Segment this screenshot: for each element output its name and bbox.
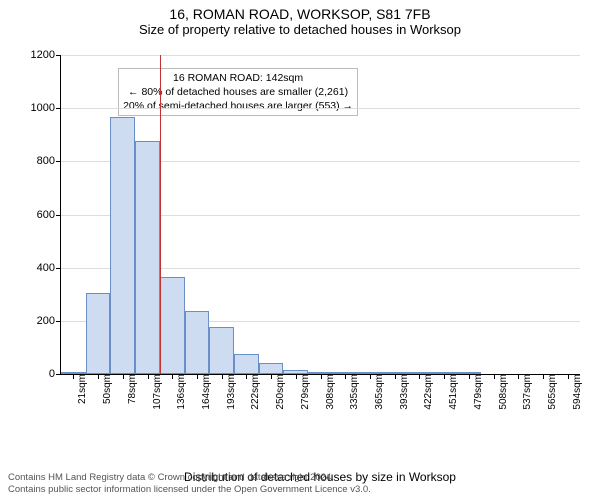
plot-area: Number of detached properties 16 ROMAN R… — [60, 55, 580, 375]
ytick-label: 0 — [49, 368, 61, 380]
xtick-label: 279sqm — [296, 374, 311, 410]
page-title: 16, ROMAN ROAD, WORKSOP, S81 7FB — [0, 0, 600, 22]
ytick-label: 1200 — [31, 49, 61, 61]
xtick-label: 422sqm — [419, 374, 434, 410]
xtick-label: 78sqm — [123, 374, 138, 404]
xtick-label: 50sqm — [98, 374, 113, 404]
xtick-label: 508sqm — [494, 374, 509, 410]
xtick-label: 537sqm — [518, 374, 533, 410]
ytick-label: 200 — [37, 315, 61, 327]
annotation-line1: 16 ROMAN ROAD: 142sqm — [123, 71, 353, 85]
xtick-label: 479sqm — [469, 374, 484, 410]
ytick-label: 400 — [37, 262, 61, 274]
histogram-bar — [234, 354, 259, 374]
histogram-bar — [110, 117, 135, 374]
xtick-label: 365sqm — [370, 374, 385, 410]
footer: Contains HM Land Registry data © Crown c… — [8, 472, 371, 496]
xtick-label: 565sqm — [543, 374, 558, 410]
histogram-bar — [209, 327, 234, 374]
xtick-label: 107sqm — [148, 374, 163, 410]
histogram-bar — [86, 293, 111, 374]
footer-line1: Contains HM Land Registry data © Crown c… — [8, 472, 371, 484]
ytick-label: 1000 — [31, 102, 61, 114]
xtick-label: 451sqm — [444, 374, 459, 410]
histogram-chart: Number of detached properties 16 ROMAN R… — [60, 55, 580, 420]
ytick-label: 600 — [37, 209, 61, 221]
footer-line2: Contains public sector information licen… — [8, 484, 371, 496]
histogram-bar — [185, 311, 210, 374]
xtick-label: 393sqm — [395, 374, 410, 410]
histogram-bar — [160, 277, 185, 374]
annotation-line2: ← 80% of detached houses are smaller (2,… — [123, 85, 353, 99]
xtick-label: 308sqm — [321, 374, 336, 410]
gridline — [61, 108, 580, 109]
page-subtitle: Size of property relative to detached ho… — [0, 22, 600, 37]
ytick-label: 800 — [37, 155, 61, 167]
histogram-bar — [135, 141, 160, 374]
gridline — [61, 55, 580, 56]
xtick-label: 136sqm — [172, 374, 187, 410]
xtick-label: 594sqm — [568, 374, 583, 410]
xtick-label: 164sqm — [197, 374, 212, 410]
annotation-line3: 20% of semi-detached houses are larger (… — [123, 99, 353, 113]
xtick-label: 335sqm — [345, 374, 360, 410]
xtick-label: 222sqm — [246, 374, 261, 410]
header: 16, ROMAN ROAD, WORKSOP, S81 7FB Size of… — [0, 0, 600, 37]
xtick-label: 21sqm — [73, 374, 88, 404]
xtick-label: 250sqm — [271, 374, 286, 410]
xtick-label: 193sqm — [222, 374, 237, 410]
histogram-bar — [259, 363, 284, 374]
marker-line — [160, 55, 161, 374]
